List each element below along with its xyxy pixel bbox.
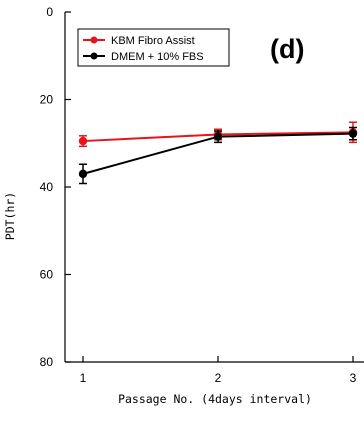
data-point-kbm	[78, 136, 88, 146]
x-axis-ticks: 1 2 3	[80, 356, 357, 385]
panel-label: (d)	[270, 34, 304, 64]
data-point-dmem	[78, 169, 88, 179]
y-tick-label: 0	[46, 5, 53, 19]
legend-label-dmem: DMEM + 10% FBS	[111, 51, 204, 63]
y-tick-label: 80	[40, 355, 54, 369]
legend-marker-dmem	[90, 52, 98, 60]
y-tick-label: 40	[40, 180, 54, 194]
x-tick-label: 1	[80, 371, 87, 385]
data-point-dmem	[348, 129, 358, 138]
data-point-dmem	[213, 132, 223, 141]
x-tick-label: 3	[350, 371, 357, 385]
legend-label-kbm: KBM Fibro Assist	[111, 35, 195, 47]
y-tick-label: 60	[40, 268, 54, 282]
legend-box	[77, 28, 230, 67]
x-axis-title: Passage No. (4days interval)	[118, 392, 312, 406]
series-layer	[78, 121, 358, 185]
legend: KBM Fibro Assist DMEM + 10% FBS	[77, 28, 230, 67]
y-axis-title: PDT(hr)	[3, 192, 17, 240]
y-axis-ticks: 0 20 40 60 80	[40, 5, 71, 369]
legend-marker-kbm	[90, 36, 98, 44]
x-tick-label: 2	[215, 371, 222, 385]
y-tick-label: 20	[40, 93, 54, 107]
